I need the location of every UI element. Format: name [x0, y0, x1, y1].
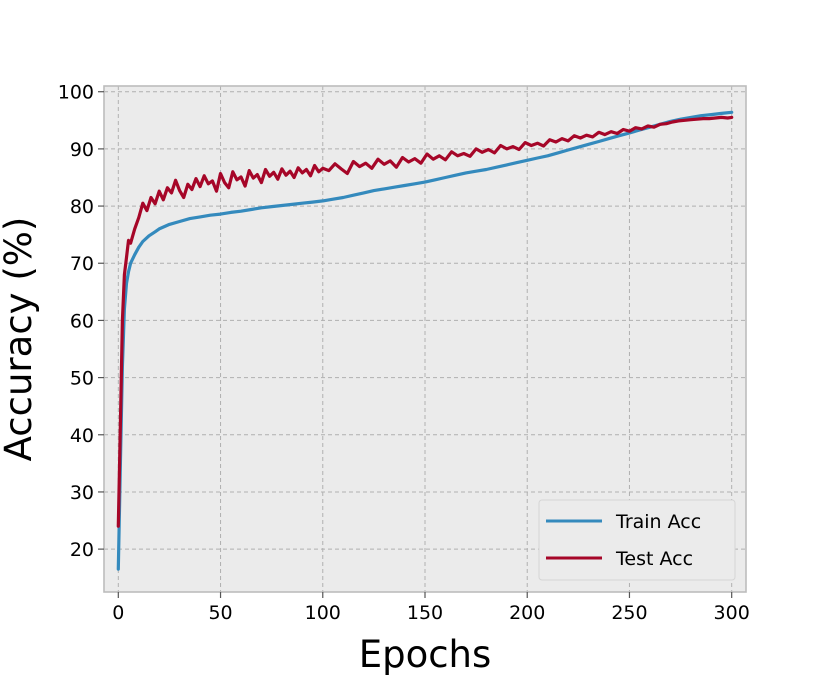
y-axis-title: Accuracy (%): [0, 217, 40, 462]
y-tick-label: 30: [70, 482, 94, 504]
x-tick-label: 300: [714, 602, 750, 624]
y-tick-label: 60: [70, 310, 94, 332]
x-tick-label: 150: [407, 602, 443, 624]
x-tick-label: 100: [305, 602, 341, 624]
legend-label-train-acc: Train Acc: [615, 511, 701, 533]
y-tick-label: 40: [70, 425, 94, 447]
y-tick-label: 100: [58, 82, 94, 104]
y-tick-label: 50: [70, 368, 94, 390]
series-line-test-acc: [116, 115, 734, 528]
y-tick-label: 70: [70, 253, 94, 275]
ticks: 0 50 100 150 200 250 300 20 30 40 50 60 70 80 90 100: [58, 82, 750, 624]
y-tick-label: 20: [70, 539, 94, 561]
series-line-train-acc: [116, 110, 734, 571]
y-tick-label: 90: [70, 139, 94, 161]
x-axis-title: Epochs: [359, 633, 492, 676]
x-tick-label: 0: [112, 602, 124, 624]
x-tick-label: 200: [509, 602, 545, 624]
x-tick-label: 250: [611, 602, 647, 624]
x-tick-label: 50: [208, 602, 232, 624]
legend: Train Acc Test Acc: [538, 499, 736, 581]
y-tick-label: 80: [70, 196, 94, 218]
series-layer: [116, 110, 734, 571]
legend-label-test-acc: Test Acc: [615, 548, 693, 570]
